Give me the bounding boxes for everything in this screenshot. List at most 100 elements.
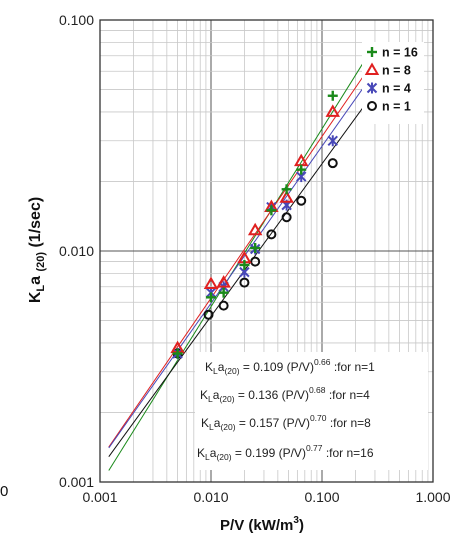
data-point [327,135,338,147]
data-point [266,205,277,216]
equation-part: a [213,388,220,402]
equation-part: a [214,416,221,430]
fit-line [108,71,367,448]
data-point [206,292,216,303]
data-point [325,104,340,117]
equation-part: = 0.109 (P/V) [240,360,314,374]
x-axis-title: P/V (kW/m3) [220,515,304,534]
fit-line [108,102,367,457]
equation-part: :for n=16 [322,446,373,460]
x-tick-label: 1.000 [415,489,450,505]
equation-part: (20) [224,366,239,376]
equation-part: L [208,394,213,404]
data-point [296,164,307,175]
data-point [279,190,294,203]
triangle-marker [203,276,219,289]
legend-label: n = 1 [382,100,411,114]
equation-part: a [218,360,225,374]
x-tick-label: 0.100 [304,489,339,505]
data-point [239,259,250,270]
equation-part: L [205,452,210,462]
equation-part: L [209,422,214,432]
equation-part: 0.68 [309,385,326,395]
data-point [367,47,377,57]
x-tick-label: 0.010 [193,489,228,505]
data-point [364,62,380,75]
equation-part: = 0.157 (P/V) [236,416,310,430]
circle-marker [218,300,229,311]
equation-part: 0.66 [314,357,331,367]
equation-part: 0.77 [306,443,323,453]
legend-label: n = 4 [382,82,411,96]
fit-lines [108,57,367,471]
circle-marker [266,229,277,240]
equation-box [195,352,428,470]
data-point [247,222,263,236]
equation-part: K [200,388,208,402]
data-point [366,82,378,94]
equation-part: (20) [216,452,231,462]
data-point [172,348,183,359]
fit-line [108,57,367,471]
equation: KLa(20) = 0.136 (P/V)0.68 :for n=4 [200,385,370,404]
triangle-marker [364,62,380,75]
plot-frame [99,19,434,483]
stray-label: 0 [0,483,8,500]
data-point [327,158,338,169]
equation-part: (20) [220,422,235,432]
data-point [266,229,277,240]
circle-marker [296,195,307,206]
data-point [203,276,219,289]
data-point [218,287,229,298]
legend-label: n = 16 [382,46,418,60]
data-point [281,212,292,223]
circle-marker [239,277,250,288]
data-point [239,277,250,288]
triangle-marker [247,222,263,236]
equations: KLa(20) = 0.109 (P/V)0.66 :for n=1KLa(20… [197,357,375,462]
equation: KLa(20) = 0.157 (P/V)0.70 :for n=8 [201,413,371,432]
equation-part: K [201,416,209,430]
equation-part: :for n=4 [325,388,370,402]
data-point [296,195,307,206]
data-point [203,309,214,320]
triangle-marker [279,190,294,203]
tick-labels: 0.001 0.010 0.100 1.000 0.001 0.010 0.100 [59,12,451,505]
equation-part: = 0.199 (P/V) [232,446,306,460]
data-point [327,90,338,101]
data-point [250,256,261,267]
y-tick-label: 0.001 [59,474,94,490]
y-axis-title: KLa (20) (1/sec) [27,197,47,303]
triangle-marker [216,275,231,288]
data-point [218,300,229,311]
equation-part: (20) [219,394,234,404]
data-point [281,184,292,195]
equation-part: :for n=1 [330,360,375,374]
circle-marker [327,158,338,169]
data-point [250,243,261,254]
equation-part: K [205,360,213,374]
triangle-marker [325,104,340,117]
fit-line [108,83,367,449]
equation-part: L [213,366,218,376]
x-tick-label: 0.001 [82,489,117,505]
y-tick-label: 0.010 [59,243,94,259]
equation-part: K [197,446,205,460]
circle-marker [367,101,377,111]
equation: KLa(20) = 0.109 (P/V)0.66 :for n=1 [205,357,375,376]
y-tick-label: 0.100 [59,12,94,28]
circle-marker [203,309,214,320]
circle-marker [281,212,292,223]
equation-part: a [210,446,217,460]
equation-part: 0.70 [310,413,327,423]
equation-part: = 0.136 (P/V) [235,388,309,402]
circle-marker [250,256,261,267]
equation-part: :for n=8 [326,416,371,430]
data-point [367,101,377,111]
legend: n = 16 n = 8 n = 4 n = 1 [364,46,418,114]
equation: KLa(20) = 0.199 (P/V)0.77 :for n=16 [197,443,374,462]
data-point [216,275,231,288]
data-markers [170,90,340,359]
legend-label: n = 8 [382,64,411,78]
